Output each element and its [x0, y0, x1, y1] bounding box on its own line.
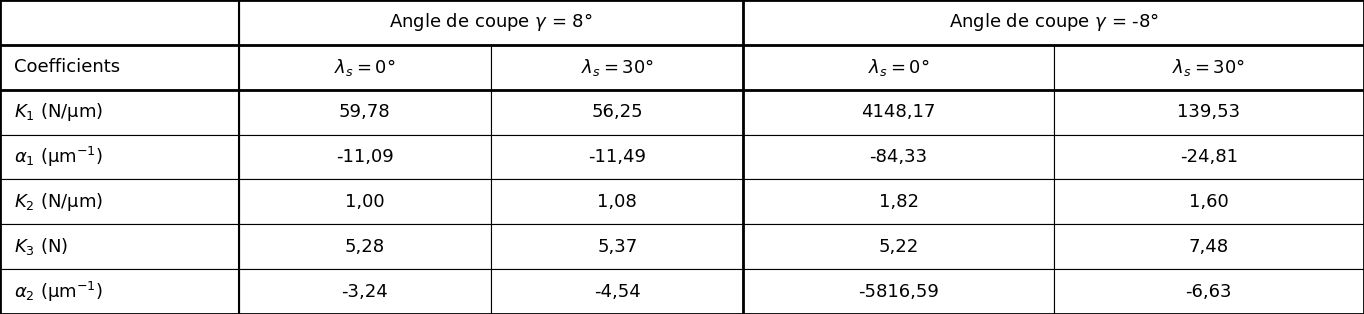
Text: -11,49: -11,49: [588, 148, 647, 166]
Text: $\alpha_2$ (μm$^{-1}$): $\alpha_2$ (μm$^{-1}$): [14, 279, 102, 304]
Bar: [0, 90, 239, 135]
Bar: [743, 135, 1054, 179]
Bar: [0, 45, 239, 90]
Text: $K_3$ (N): $K_3$ (N): [14, 236, 68, 257]
Bar: [0, 179, 239, 224]
Text: $\alpha_1$ (μm$^{-1}$): $\alpha_1$ (μm$^{-1}$): [14, 145, 102, 169]
Text: Angle de coupe $\gamma$ = -8°: Angle de coupe $\gamma$ = -8°: [948, 11, 1159, 33]
Bar: [1054, 45, 1364, 90]
Text: 56,25: 56,25: [592, 103, 642, 121]
Bar: [239, 45, 491, 90]
Text: 139,53: 139,53: [1177, 103, 1240, 121]
Bar: [1054, 269, 1364, 314]
Bar: [491, 135, 743, 179]
Bar: [491, 224, 743, 269]
Bar: [239, 0, 743, 45]
Text: -11,09: -11,09: [336, 148, 394, 166]
Bar: [743, 45, 1054, 90]
Bar: [239, 224, 491, 269]
Bar: [0, 269, 239, 314]
Text: $K_1$ (N/μm): $K_1$ (N/μm): [14, 101, 102, 123]
Text: -4,54: -4,54: [593, 283, 641, 300]
Text: 1,00: 1,00: [345, 193, 385, 211]
Text: -84,33: -84,33: [869, 148, 928, 166]
Text: 1,08: 1,08: [597, 193, 637, 211]
Bar: [1054, 90, 1364, 135]
Bar: [743, 0, 1364, 45]
Bar: [491, 179, 743, 224]
Bar: [491, 45, 743, 90]
Bar: [1054, 179, 1364, 224]
Text: $\lambda_s = 0°$: $\lambda_s = 0°$: [334, 57, 396, 78]
Text: Coefficients: Coefficients: [14, 58, 120, 76]
Bar: [1054, 135, 1364, 179]
Text: 5,37: 5,37: [597, 238, 637, 256]
Bar: [0, 135, 239, 179]
Text: 1,60: 1,60: [1189, 193, 1229, 211]
Bar: [0, 0, 239, 45]
Text: 5,28: 5,28: [345, 238, 385, 256]
Text: $K_2$ (N/μm): $K_2$ (N/μm): [14, 191, 102, 213]
Text: $\lambda_s = 30°$: $\lambda_s = 30°$: [1173, 57, 1245, 78]
Text: $\lambda_s = 0°$: $\lambda_s = 0°$: [868, 57, 929, 78]
Text: 7,48: 7,48: [1189, 238, 1229, 256]
Text: -24,81: -24,81: [1180, 148, 1239, 166]
Bar: [239, 179, 491, 224]
Bar: [743, 269, 1054, 314]
Bar: [0, 224, 239, 269]
Text: -3,24: -3,24: [341, 283, 389, 300]
Bar: [491, 90, 743, 135]
Text: $\lambda_s = 30°$: $\lambda_s = 30°$: [581, 57, 653, 78]
Text: Angle de coupe $\gamma$ = 8°: Angle de coupe $\gamma$ = 8°: [389, 11, 593, 33]
Bar: [239, 90, 491, 135]
Bar: [491, 269, 743, 314]
Text: 1,82: 1,82: [878, 193, 918, 211]
Bar: [743, 179, 1054, 224]
Text: 59,78: 59,78: [340, 103, 390, 121]
Text: 5,22: 5,22: [878, 238, 919, 256]
Text: -6,63: -6,63: [1185, 283, 1232, 300]
Bar: [239, 135, 491, 179]
Text: -5816,59: -5816,59: [858, 283, 938, 300]
Text: 4148,17: 4148,17: [861, 103, 936, 121]
Bar: [1054, 224, 1364, 269]
Bar: [239, 269, 491, 314]
Bar: [743, 90, 1054, 135]
Bar: [743, 224, 1054, 269]
